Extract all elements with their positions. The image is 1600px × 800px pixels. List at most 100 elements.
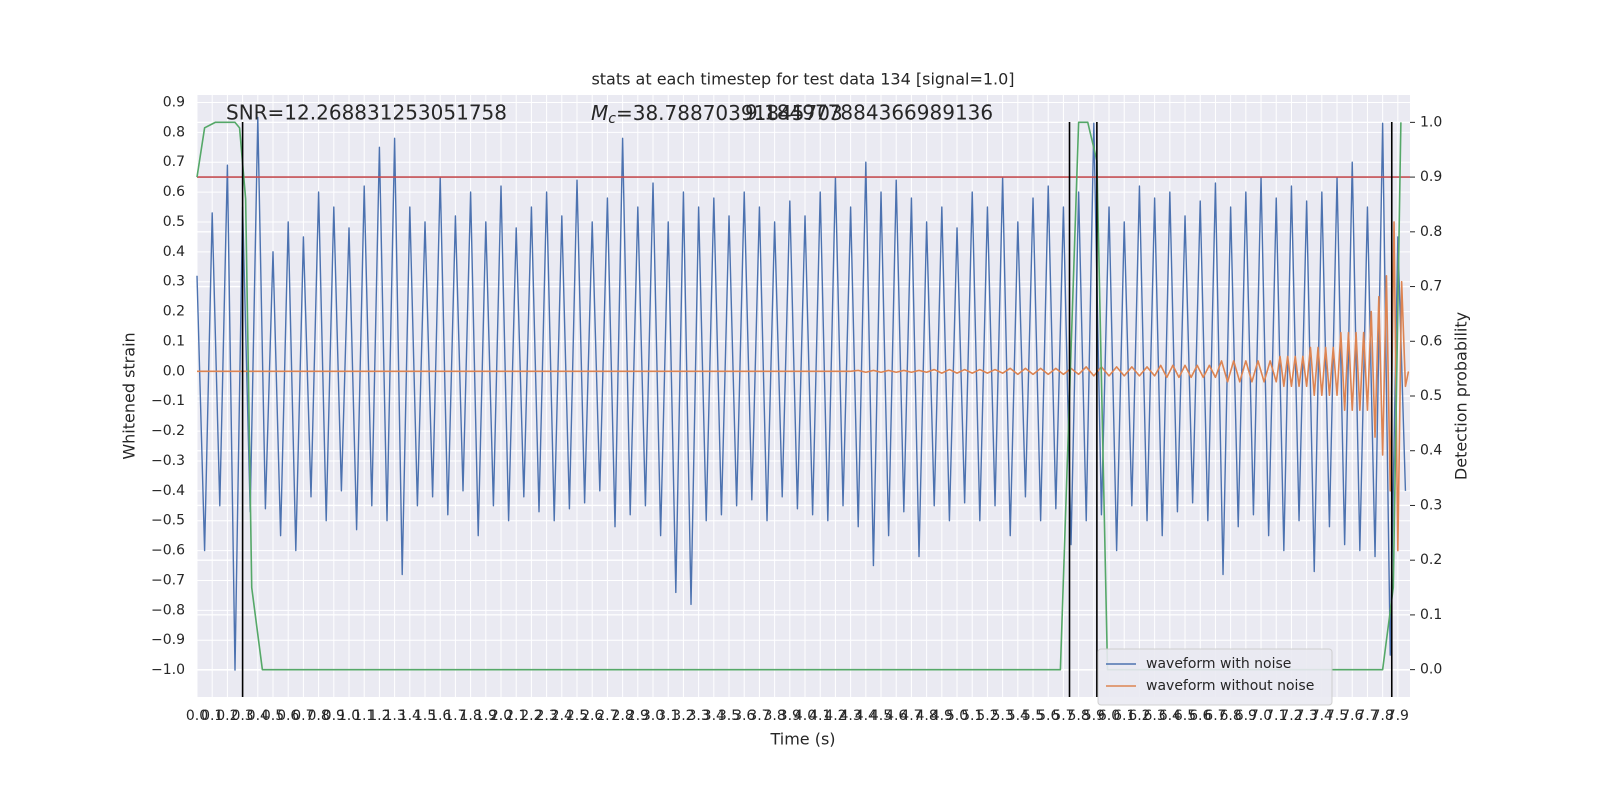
x-tick-label: 4.0 — [794, 708, 816, 724]
x-tick-label: 2.0 — [490, 708, 512, 724]
y2-tick-label: 0.6 — [1420, 333, 1442, 349]
x-tick-label: 1.0 — [338, 708, 360, 724]
x-tick-label: 0.5 — [262, 708, 284, 724]
x-tick-label: 5.0 — [946, 708, 968, 724]
chart-title: stats at each timestep for test data 134… — [591, 70, 1014, 89]
x-tick-label: 7.4 — [1311, 708, 1333, 724]
x-tick-label: 3.4 — [703, 708, 725, 724]
x-tick-label: 3.2 — [672, 708, 694, 724]
series-line — [196, 116, 1407, 671]
y-tick-label: −0.1 — [151, 393, 185, 409]
x-tick-label: 0.3 — [231, 708, 253, 724]
x-tick-label: 6.6 — [1189, 708, 1211, 724]
y2-tick-label: 1.0 — [1420, 114, 1442, 130]
x-tick-label: 5.7 — [1052, 708, 1074, 724]
x-tick-label: 3.8 — [763, 708, 785, 724]
x-tick-label: 0.4 — [247, 708, 269, 724]
x-tick-label: 3.5 — [718, 708, 740, 724]
x-tick-label: 4.5 — [870, 708, 892, 724]
x-tick-label: 7.1 — [1265, 708, 1287, 724]
y-tick-label: 0.1 — [163, 333, 185, 349]
x-tick-label: 4.3 — [839, 708, 861, 724]
x-tick-label: 2.6 — [581, 708, 603, 724]
legend-box — [1097, 648, 1333, 706]
y-tick-label: 0.8 — [163, 124, 185, 140]
y-tick-label: −0.4 — [151, 483, 185, 499]
mc-symbol: M — [591, 101, 608, 125]
x-tick-label: 1.1 — [353, 708, 375, 724]
x-tick-label: 7.5 — [1326, 708, 1348, 724]
y-tick-label: 0.9 — [163, 94, 185, 110]
x-tick-label: 0.9 — [323, 708, 345, 724]
y-tick-label: −0.5 — [151, 513, 185, 529]
x-tick-label: 6.1 — [1113, 708, 1135, 724]
y-tick-label: 0.3 — [163, 274, 185, 290]
x-tick-label: 7.7 — [1356, 708, 1378, 724]
x-tick-label: 7.0 — [1250, 708, 1272, 724]
y-tick-label: −1.0 — [151, 662, 185, 678]
x-tick-label: 6.0 — [1098, 708, 1120, 724]
legend-label: waveform with noise — [1146, 656, 1291, 672]
x-tick-label: 1.8 — [459, 708, 481, 724]
y-tick-label: 0.0 — [163, 363, 185, 379]
x-tick-label: 2.5 — [566, 708, 588, 724]
y-tick-label: −0.3 — [151, 453, 185, 469]
x-tick-label: 6.8 — [1220, 708, 1242, 724]
x-tick-label: 3.6 — [733, 708, 755, 724]
x-tick-label: 0.7 — [292, 708, 314, 724]
mc-subscript: c — [608, 111, 616, 127]
y-tick-label: −0.8 — [151, 602, 185, 618]
x-tick-label: 4.9 — [931, 708, 953, 724]
x-tick-label: 0.6 — [277, 708, 299, 724]
x-tick-label: 7.9 — [1387, 708, 1409, 724]
x-tick-label: 0.0 — [186, 708, 208, 724]
y-tick-label: −0.2 — [151, 423, 185, 439]
x-tick-label: 3.9 — [779, 708, 801, 724]
x-tick-label: 6.9 — [1235, 708, 1257, 724]
annotation: 9.184977884366989136 — [745, 101, 993, 125]
x-tick-label: 1.9 — [475, 708, 497, 724]
x-tick-label: 5.5 — [1022, 708, 1044, 724]
x-tick-label: 3.3 — [687, 708, 709, 724]
x-tick-label: 6.2 — [1128, 708, 1150, 724]
x-tick-label: 4.1 — [809, 708, 831, 724]
x-axis-label: Time (s) — [769, 730, 835, 749]
x-tick-label: 3.0 — [642, 708, 664, 724]
y2-tick-label: 0.3 — [1420, 497, 1442, 513]
y2-tick-label: 0.1 — [1420, 607, 1442, 623]
x-tick-label: 6.7 — [1204, 708, 1226, 724]
x-tick-label: 4.7 — [900, 708, 922, 724]
x-tick-label: 1.4 — [399, 708, 421, 724]
y2-tick-label: 0.0 — [1420, 662, 1442, 678]
x-tick-label: 6.4 — [1159, 708, 1181, 724]
x-tick-label: 4.2 — [824, 708, 846, 724]
x-tick-label: 2.8 — [611, 708, 633, 724]
x-tick-label: 6.3 — [1143, 708, 1165, 724]
x-tick-label: 5.2 — [976, 708, 998, 724]
x-tick-label: 2.1 — [505, 708, 527, 724]
x-tick-label: 1.7 — [444, 708, 466, 724]
y-tick-label: −0.7 — [151, 572, 185, 588]
annotation: Mc=38.78870391845703 — [591, 101, 843, 128]
y-tick-label: 0.7 — [163, 154, 185, 170]
x-tick-label: 1.5 — [414, 708, 436, 724]
annotation: SNR=12.268831253051758 — [226, 101, 507, 125]
x-tick-label: 5.9 — [1083, 708, 1105, 724]
x-tick-label: 7.3 — [1296, 708, 1318, 724]
y2-tick-label: 0.5 — [1420, 388, 1442, 404]
y-tick-label: 0.2 — [163, 304, 185, 320]
series-line — [197, 221, 1410, 552]
y2-tick-label: 0.7 — [1420, 279, 1442, 295]
mc-value: =38.78870391845703 — [616, 101, 843, 125]
x-tick-label: 4.8 — [915, 708, 937, 724]
y-axis-label: Whitened strain — [120, 332, 139, 459]
x-tick-label: 2.4 — [551, 708, 573, 724]
y-tick-label: 0.4 — [163, 244, 185, 260]
x-tick-label: 0.1 — [201, 708, 223, 724]
x-tick-label: 1.2 — [368, 708, 390, 724]
legend-label: waveform without noise — [1146, 678, 1314, 694]
x-tick-label: 5.8 — [1067, 708, 1089, 724]
y2-tick-label: 0.8 — [1420, 224, 1442, 240]
x-tick-label: 5.6 — [1037, 708, 1059, 724]
